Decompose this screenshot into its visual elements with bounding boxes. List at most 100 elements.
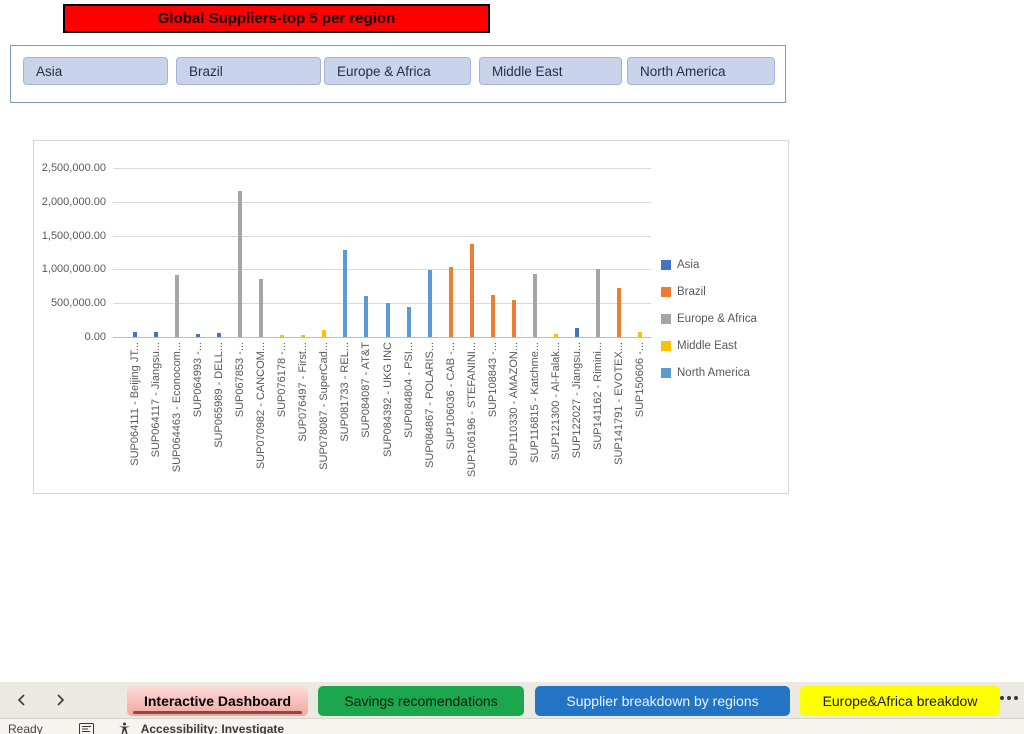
dashboard-title: Global Suppliers-top 5 per region [157,10,396,27]
slicer-button-north-america[interactable]: North America [627,57,775,85]
slicer-button-middle-east[interactable]: Middle East [479,57,622,85]
tab-interactive-dashboard[interactable]: Interactive Dashboard [127,686,308,716]
gridline [113,269,651,271]
x-axis-category-label: SUP064463 - Econocom... [170,342,183,473]
bar-brazil [617,288,622,337]
legend-item: Europe & Africa [661,313,757,325]
bar-asia [132,332,137,337]
bar-middle-east [301,335,306,337]
sheet-tab-bar: Interactive Dashboard Savings recomendat… [0,682,1024,718]
legend-item: Asia [661,259,757,271]
chart-legend: Asia Brazil Europe & Africa Middle East Nort… [661,259,757,379]
dashboard-title-box: Global Suppliers-top 5 per region [63,4,490,33]
gridline [113,201,651,203]
gridline [113,235,651,237]
x-axis-category-label: SUP084867 - POLARIS... [423,342,436,468]
bar-brazil [490,295,495,337]
x-axis-category-label: SUP076178 -... [276,342,289,418]
tab-savings-recomendations[interactable]: Savings recomendations [318,686,524,716]
gridline [113,303,651,305]
legend-item: North America [661,367,757,379]
x-axis-category-label: SUP106196 - STEFANINI... [465,342,478,478]
legend-swatch-icon [661,314,671,324]
bar-middle-east [280,335,285,337]
accessibility-person-icon[interactable] [118,722,131,734]
x-axis-category-label: SUP084392 - UKG INC [381,342,394,457]
bar-brazil [448,267,453,337]
x-axis-category-label: SUP078087 - SuperCad... [318,342,331,470]
x-axis-category-label: SUP122027 - Jiangsu... [571,342,584,459]
bar-north-america [343,250,348,337]
x-axis-category-label: SUP070982 - CANCOM... [255,342,268,470]
ready-status: Ready [8,722,43,734]
bar-europe-africa [174,275,179,337]
suppliers-bar-chart: Asia Brazil Europe & Africa Middle East Nort… [33,140,789,494]
legend-swatch-icon [661,368,671,378]
y-axis-tick-label: 2,500,000.00 [41,162,106,174]
y-axis-tick-label: 2,000,000.00 [41,195,106,208]
legend-swatch-icon [661,287,671,297]
x-axis-category-label: SUP064993 -... [191,342,204,418]
bar-europe-africa [237,191,242,337]
legend-label: Asia [677,259,700,271]
bar-brazil [469,244,474,337]
y-axis-tick-label: 1,000,000.00 [41,263,106,276]
legend-label: Brazil [677,286,706,298]
bar-asia [153,332,158,337]
tab-supplier-breakdown[interactable]: Supplier breakdown by regions [535,686,790,716]
x-axis-category-label: SUP084087 - AT&T [360,342,373,438]
x-axis-category-label: SUP067853 -... [233,342,246,418]
tab-europe-africa-breakdown[interactable]: Europe&Africa breakdow [800,686,1000,716]
y-axis-tick-label: 1,500,000.00 [41,229,106,242]
legend-item: Brazil [661,286,757,298]
bar-north-america [364,296,369,337]
bar-brazil [511,300,516,337]
bar-asia [195,334,200,337]
bar-middle-east [638,332,643,337]
y-axis-tick-label: 500,000.00 [50,297,106,310]
gridline [113,168,651,169]
x-axis-category-label: SUP084804 - PSI... [402,342,415,438]
bar-middle-east [554,334,559,337]
legend-label: Middle East [677,340,738,352]
slicer-button-asia[interactable]: Asia [23,57,168,85]
legend-label: North America [677,367,750,379]
bar-north-america [385,303,390,337]
legend-item: Middle East [661,340,757,352]
tab-label: Supplier breakdown by regions [566,693,759,709]
x-axis-category-label: SUP076497 - First... [297,342,310,442]
legend-swatch-icon [661,341,671,351]
region-slicer: Asia Brazil Europe & Africa Middle East … [10,45,786,103]
legend-swatch-icon [661,260,671,270]
bar-europe-africa [259,279,264,337]
display-settings-icon[interactable] [78,722,94,734]
bar-middle-east [322,330,327,337]
bar-asia [575,328,580,337]
active-tab-underline [133,711,302,714]
tab-label: Europe&Africa breakdow [822,693,978,709]
tab-label: Savings recomendations [344,693,498,709]
bar-europe-africa [533,274,538,337]
x-axis-category-label: SUP081733 - REL... [339,342,352,442]
slicer-button-europe-africa[interactable]: Europe & Africa [324,57,471,85]
prev-sheet-arrow-icon[interactable] [12,690,32,710]
bar-asia [216,333,221,337]
bar-europe-africa [596,269,601,337]
slicer-button-brazil[interactable]: Brazil [176,57,321,85]
x-axis-category-label: SUP150606 -... [634,342,647,418]
x-axis-category-label: SUP108843 -... [486,342,499,418]
x-axis-category-label: SUP064117 - Jiangsu... [149,342,162,458]
legend-label: Europe & Africa [677,313,757,325]
x-axis-category-label: SUP141791 - EVOTEX... [613,342,626,465]
x-axis-line [113,337,651,338]
accessibility-status: Accessibility: Investigate [140,722,285,734]
x-axis-category-label: SUP141162 - Rimini... [592,342,605,451]
next-sheet-arrow-icon[interactable] [50,690,70,710]
x-axis-category-label: SUP065989 - DELL... [212,342,225,448]
bar-north-america [406,307,411,337]
x-axis-category-label: SUP110330 - AMAZON... [507,342,520,466]
status-bar: Ready Accessibility: Investigate [0,718,1024,734]
x-axis-category-label: SUP106036 - CAB -... [444,342,457,450]
more-sheets-icon[interactable] [1000,696,1018,700]
y-axis-tick-label: 0.00 [84,331,106,343]
